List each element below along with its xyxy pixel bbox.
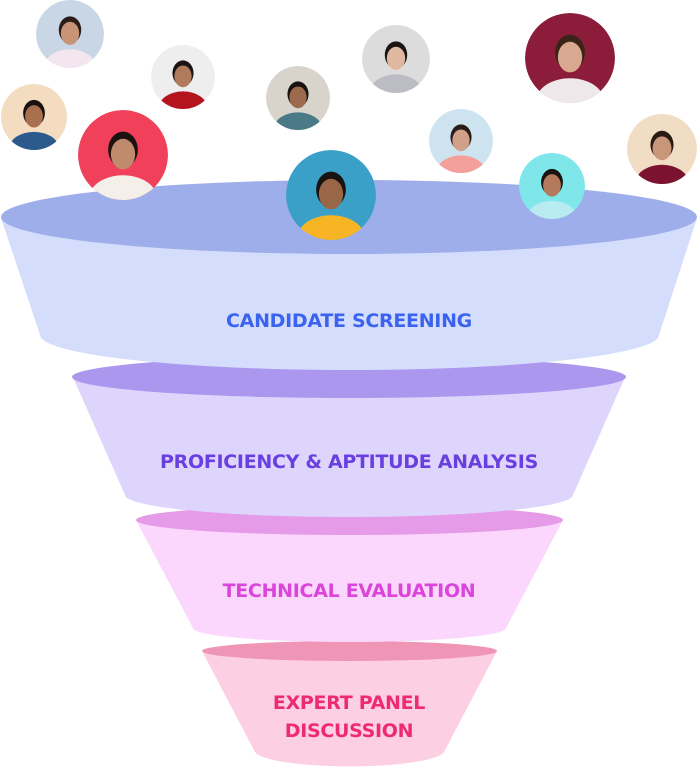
avatar-shoulders [437, 155, 485, 173]
avatar-shoulders [89, 175, 157, 200]
avatar-shoulders [44, 49, 96, 68]
avatar-face [386, 46, 406, 70]
avatar-face [289, 86, 307, 109]
avatar-face [60, 21, 80, 45]
avatar-shoulders [370, 74, 422, 93]
avatar-face [652, 136, 672, 161]
avatar-shoulders [159, 91, 207, 109]
stage-3-body [136, 520, 563, 642]
stage-expert-panel-discussion: EXPERT PANEL DISCUSSION [202, 641, 497, 767]
candidate-avatar [151, 45, 215, 109]
stage-1-body [1, 218, 697, 370]
candidate-avatar [362, 25, 430, 93]
stage-3-label: TECHNICAL EVALUATION [223, 580, 476, 602]
avatar-shoulders [527, 200, 577, 219]
candidate-avatar [36, 0, 104, 68]
stage-4-body [202, 651, 497, 767]
candidate-avatar [286, 150, 376, 240]
stage-technical-evaluation: TECHNICAL EVALUATION [136, 505, 563, 642]
avatar-shoulders [635, 164, 689, 184]
stage-2-body [72, 375, 626, 517]
stage-2-label: PROFICIENCY & APTITUDE ANALYSIS [160, 451, 538, 473]
avatar-face [543, 174, 561, 197]
stage-2-top [72, 356, 626, 398]
stage-4-label-line1: EXPERT PANEL [273, 692, 425, 714]
candidate-avatars [1, 0, 697, 240]
stage-1-label: CANDIDATE SCREENING [226, 310, 472, 332]
candidate-avatar [78, 110, 168, 200]
candidate-avatar [1, 84, 67, 150]
avatar-face [174, 65, 192, 88]
candidate-avatar [525, 13, 615, 103]
stage-4-top [202, 641, 497, 661]
candidate-avatar [519, 153, 585, 219]
avatar-face [452, 129, 470, 152]
avatar-shoulders [274, 112, 322, 130]
candidate-avatar [429, 109, 493, 173]
avatar-face [557, 41, 583, 73]
avatar-face [25, 105, 43, 128]
avatar-shoulders [536, 78, 604, 103]
candidate-avatar [266, 66, 330, 130]
avatar-shoulders [297, 215, 365, 240]
candidate-avatar [627, 114, 697, 184]
stage-proficiency-aptitude-analysis: PROFICIENCY & APTITUDE ANALYSIS [72, 356, 626, 517]
avatar-face [110, 138, 136, 170]
avatar-shoulders [9, 131, 59, 150]
avatar-face [318, 178, 344, 210]
stage-4-label-line2: DISCUSSION [285, 720, 414, 742]
